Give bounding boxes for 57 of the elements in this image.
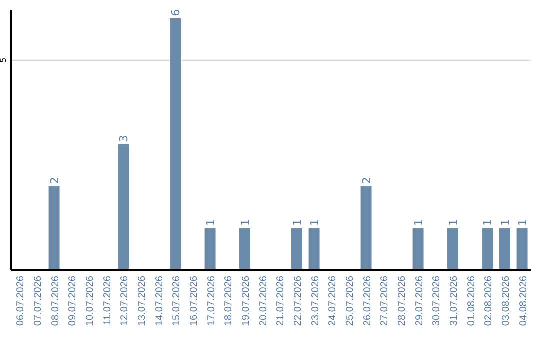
x-tick-label: 31.07.2026 [449,276,460,326]
bar [239,228,250,270]
bar [447,228,458,270]
x-tick-label: 24.07.2026 [328,276,339,326]
x-tick-label: 18.07.2026 [224,276,235,326]
data-label: 2 [48,177,62,184]
bar [118,144,130,270]
x-tick-label: 19.07.2026 [241,276,252,326]
data-label: 2 [360,177,374,184]
bar [516,228,528,270]
bar [48,186,60,270]
x-tick-label: 27.07.2026 [380,276,391,326]
data-label: 1 [516,219,530,226]
x-tick-label: 29.07.2026 [414,276,426,326]
x-tick-label: 17.07.2026 [206,276,218,326]
x-tick-label: 21.07.2026 [276,276,287,326]
x-tick-label: 01.08.2026 [466,276,478,326]
data-label: 1 [290,219,304,226]
x-tick-label: 04.08.2026 [518,276,530,326]
data-label: 1 [482,219,495,226]
x-tick-label: 06.07.2026 [16,276,27,326]
x-tick-label: 08.07.2026 [50,276,62,326]
x-tick-label: 07.07.2026 [33,276,44,326]
x-tick-label: 10.07.2026 [85,276,96,326]
bar [204,228,216,270]
data-label: 1 [498,219,512,226]
x-tick-label: 02.08.2026 [484,276,495,326]
bar [482,228,494,270]
x-tick-label: 03.08.2026 [501,276,512,326]
bar [291,228,302,270]
bar [170,18,182,270]
data-label: 1 [238,219,252,226]
x-tick-label: 20.07.2026 [258,276,270,326]
x-tick-label: 09.07.2026 [68,276,79,326]
x-tick-label: 25.07.2026 [345,276,356,326]
bar [308,228,320,270]
x-tick-label: 23.07.2026 [310,276,322,326]
x-tick-label: 28.07.2026 [397,276,408,326]
data-label: 1 [308,219,322,226]
x-tick-label: 16.07.2026 [189,276,200,326]
bar [412,228,424,270]
x-tick-label: 12.07.2026 [120,276,131,326]
data-label: 1 [412,219,426,226]
x-tick-label: 13.07.2026 [137,276,148,326]
x-tick-label: 14.07.2026 [154,276,166,326]
data-label: 1 [446,219,460,226]
data-label: 3 [118,135,131,142]
bar [360,186,372,270]
bar [499,228,510,270]
x-tick-label: 11.07.2026 [102,276,114,326]
y-tick-label: 5 [0,58,8,63]
x-tick-label: 15.07.2026 [172,276,183,326]
x-tick-label: 22.07.2026 [293,276,304,326]
data-label: 6 [170,9,183,16]
x-tick-label: 26.07.2026 [362,276,374,326]
data-label: 1 [204,219,218,226]
x-tick-label: 30.07.2026 [432,276,443,326]
